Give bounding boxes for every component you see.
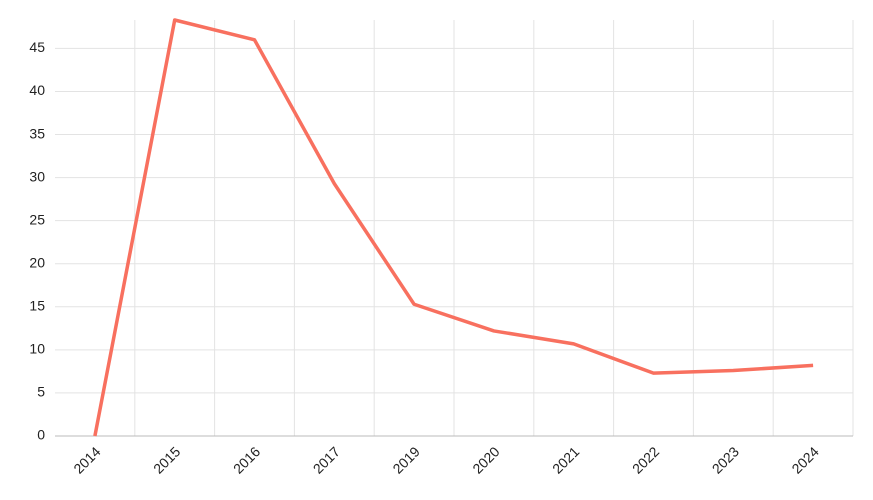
x-tick-label: 2019 [389, 443, 422, 476]
y-tick-label: 5 [37, 384, 45, 400]
y-tick-label: 35 [29, 125, 45, 141]
x-tick-label: 2017 [310, 443, 343, 476]
y-tick-label: 40 [29, 82, 45, 98]
x-tick-label: 2020 [469, 443, 502, 476]
y-tick-label: 0 [37, 427, 45, 443]
x-tick-label: 2014 [70, 443, 103, 476]
y-tick-label: 45 [29, 39, 45, 55]
x-tick-label: 2023 [709, 443, 742, 476]
y-tick-label: 10 [29, 341, 45, 357]
x-tick-label: 2024 [788, 443, 821, 476]
x-tick-label: 2022 [629, 443, 662, 476]
y-tick-label: 15 [29, 298, 45, 314]
x-tick-label: 2021 [549, 443, 582, 476]
x-tick-label: 2015 [150, 443, 183, 476]
y-tick-label: 20 [29, 254, 45, 270]
y-tick-label: 25 [29, 211, 45, 227]
data-line [93, 18, 814, 437]
y-tick-label: 30 [29, 168, 45, 184]
x-tick-label: 2016 [230, 443, 263, 476]
